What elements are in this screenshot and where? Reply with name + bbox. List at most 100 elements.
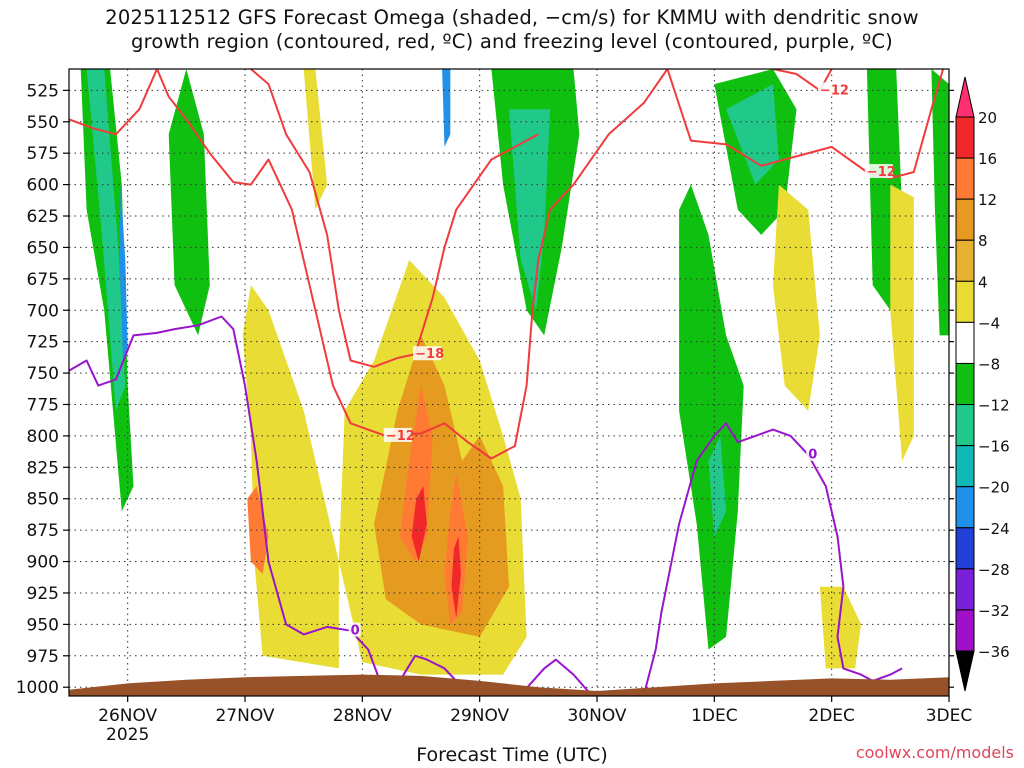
x-axis-label: Forecast Time (UTC) [416, 744, 608, 766]
xtick-label-26NOV: 26NOV [98, 706, 157, 726]
shade-teal-26nov [86, 69, 126, 411]
colorbar-label-13: −36 [978, 643, 1010, 661]
ytick-label-900: 900 [27, 553, 59, 573]
ytick-label-550: 550 [27, 113, 59, 133]
ytick-label-825: 825 [27, 458, 59, 478]
ytick-label-675: 675 [27, 270, 59, 290]
contour-labels: −12 −18 −12 −12 0 0 [348, 82, 896, 639]
dendritic-label-1: −18 [415, 347, 444, 362]
dendritic-label-bg-3 [817, 82, 846, 97]
shade-orange-27nov [247, 486, 269, 575]
xtick-sublabel-26NOV: 2025 [106, 725, 149, 745]
y-axis-ticks: 525 550 575 600 625 650 675 700 725 750 775 800 825 8… [16, 81, 954, 698]
xtick-label-30NOV: 30NOV [567, 706, 626, 726]
shade-teal-29nov [509, 109, 551, 311]
colorbar-swatch-8 [955, 445, 975, 488]
dendritic-label-2: −12 [867, 165, 896, 180]
dendritic-label-bg-0 [383, 427, 412, 442]
freezing-label-0: 0 [351, 624, 360, 639]
xtick-label-27NOV: 27NOV [215, 706, 274, 726]
colorbar-swatch-3 [955, 239, 975, 282]
ytick-label-575: 575 [27, 144, 59, 164]
shade-yellow-3dec [890, 184, 914, 461]
colorbar-label-4: 4 [978, 273, 988, 291]
plot-frame [68, 68, 950, 697]
shade-red-29nov [451, 536, 461, 619]
colorbar-label-10: −24 [978, 520, 1010, 538]
ytick-label-1000: 1000 [16, 678, 59, 698]
terrain-fill [69, 674, 949, 696]
shade-teal-1dec [726, 84, 779, 185]
colorbar: 20 16 12 8 4 −4 −8 −12 −16 −20 −24 −28 −32 −36 [955, 76, 1010, 692]
omega-shading [80, 69, 949, 675]
dendritic-label-bg-1 [413, 346, 442, 361]
colorbar-label-12: −32 [978, 602, 1010, 620]
shade-orange-28-29nov [374, 335, 509, 637]
ytick-label-775: 775 [27, 395, 59, 415]
ytick-label-850: 850 [27, 490, 59, 510]
dendritic-line-2 [666, 69, 945, 180]
colorbar-label-1: 16 [978, 150, 997, 168]
colorbar-label-7: −12 [978, 397, 1010, 415]
shade-green-26nov-mid [168, 69, 210, 336]
dendritic-contours [69, 69, 945, 460]
shade-green-1dec [679, 184, 744, 650]
dendritic-line-0 [69, 69, 669, 460]
colorbar-label-0: 20 [978, 109, 997, 127]
colorbar-label-3: 8 [978, 232, 988, 250]
colorbar-swatch-0 [955, 116, 975, 159]
ytick-label-700: 700 [27, 301, 59, 321]
credit-link[interactable]: coolwx.com/models [855, 743, 1014, 762]
dendritic-label-0: −12 [386, 429, 415, 444]
ytick-label-725: 725 [27, 333, 59, 353]
dendritic-line-1 [250, 69, 539, 368]
xtick-label-29NOV: 29NOV [450, 706, 509, 726]
xtick-label-28NOV: 28NOV [333, 706, 392, 726]
colorbar-label-9: −20 [978, 479, 1010, 497]
chart-title: 2025112512 GFS Forecast Omega (shaded, −… [0, 6, 1024, 54]
colorbar-swatch-12 [955, 609, 975, 652]
shade-yellow-2dec-low [819, 586, 861, 669]
colorbar-label-5: −4 [978, 314, 1000, 332]
shade-yellow-2dec-mid [773, 184, 820, 411]
ytick-label-925: 925 [27, 584, 59, 604]
freezing-label-bg-1 [806, 446, 819, 461]
dendritic-label-3: −12 [820, 83, 849, 98]
shade-yellow-29nov-upper [303, 69, 328, 210]
colorbar-label-2: 12 [978, 191, 997, 209]
ytick-label-750: 750 [27, 364, 59, 384]
ytick-label-975: 975 [27, 647, 59, 667]
ytick-label-800: 800 [27, 427, 59, 447]
ytick-label-600: 600 [27, 176, 59, 196]
colorbar-top-arrow [955, 76, 975, 118]
ytick-label-950: 950 [27, 615, 59, 635]
shade-teal-1dec-low [708, 435, 727, 537]
freezing-label-1: 0 [808, 448, 817, 463]
colorbar-swatch-11 [955, 568, 975, 611]
colorbar-swatch-6 [955, 362, 975, 406]
shade-yellow-27nov-low [242, 285, 339, 669]
colorbar-swatch-7 [955, 404, 975, 447]
title-line-1: 2025112512 GFS Forecast Omega (shaded, −… [105, 6, 919, 29]
colorbar-swatch-10 [955, 527, 975, 570]
colorbar-swatch-2 [955, 198, 975, 241]
terrain [69, 674, 949, 696]
dendritic-line-3 [772, 69, 833, 92]
colorbar-swatch-1 [955, 157, 975, 200]
title-line-2: growth region (contoured, red, ºC) and f… [131, 30, 893, 53]
colorbar-label-6: −8 [978, 355, 1000, 373]
ytick-label-875: 875 [27, 521, 59, 541]
shade-blue-29nov [442, 69, 451, 147]
shade-red-28nov [411, 486, 427, 562]
freezing-line-1 [642, 422, 903, 695]
freezing-label-bg-0 [348, 622, 361, 637]
xtick-label-3DEC: 3DEC [926, 706, 973, 726]
colorbar-swatch-9 [955, 486, 975, 529]
xtick-label-2DEC: 2DEC [808, 706, 855, 726]
axes [68, 68, 950, 697]
xtick-label-1DEC: 1DEC [691, 706, 738, 726]
colorbar-swatch-4 [955, 280, 975, 323]
colorbar-label-8: −16 [978, 438, 1010, 456]
